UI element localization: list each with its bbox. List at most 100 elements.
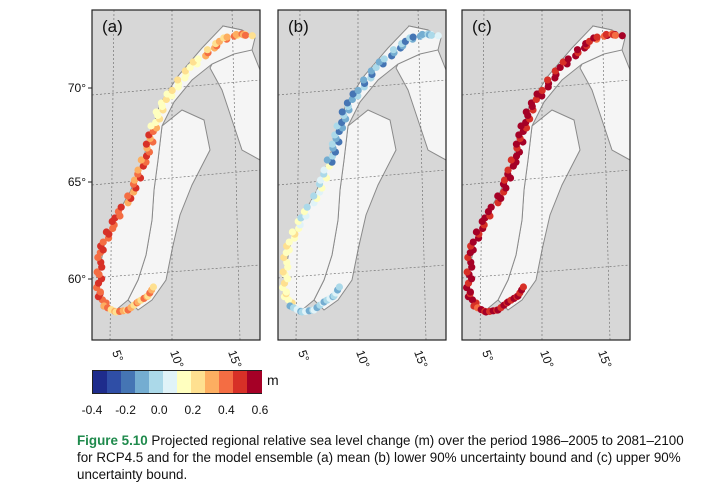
colorbar-segment xyxy=(93,371,108,393)
graticule-lat xyxy=(278,264,446,279)
colorbar-tick-label: 0.0 xyxy=(150,403,168,417)
colorbar-segment xyxy=(177,371,192,393)
graticule-lon xyxy=(295,10,301,340)
lon-label: 5° xyxy=(295,348,312,364)
coastal-point xyxy=(152,124,161,132)
colorbar-segment xyxy=(121,371,136,393)
coastal-point xyxy=(512,140,521,148)
coastal-point xyxy=(124,192,132,200)
coastal-point xyxy=(556,63,564,72)
coastal-point xyxy=(163,90,171,98)
lon-label: 10° xyxy=(537,348,556,370)
coastal-point xyxy=(328,140,337,148)
panel-frame xyxy=(277,9,447,341)
graticule-lon xyxy=(109,10,115,340)
coastal-point xyxy=(310,192,318,200)
colorbar-tick-label: 0.2 xyxy=(184,403,202,417)
coastal-point xyxy=(500,176,509,184)
coastal-point xyxy=(323,156,331,164)
lat-label: 70° xyxy=(68,81,86,95)
colorbar-tick-label: -0.4 xyxy=(81,403,103,417)
coastal-point xyxy=(316,176,325,184)
coastal-point xyxy=(573,46,582,54)
coastal-point xyxy=(427,31,436,39)
coastal-point xyxy=(149,283,157,291)
lon-label: 10° xyxy=(167,348,186,370)
coastal-point xyxy=(99,238,107,246)
coastal-point xyxy=(602,30,610,39)
coastal-point xyxy=(232,30,240,39)
colorbar-segment xyxy=(233,371,248,393)
panel-label: (b) xyxy=(288,17,309,36)
coastal-point xyxy=(279,268,287,276)
coastal-point xyxy=(134,166,142,174)
lat-label: 60° xyxy=(68,272,86,286)
colorbar-segment xyxy=(149,371,164,393)
coastal-point xyxy=(303,203,311,211)
coastal-point xyxy=(338,124,347,132)
coastal-point xyxy=(288,228,296,236)
coastal-point xyxy=(349,90,357,98)
panel-label: (a) xyxy=(102,17,123,36)
coastal-point xyxy=(472,228,480,236)
coastal-point xyxy=(152,108,160,116)
coastal-point xyxy=(418,30,426,39)
coastal-point xyxy=(142,140,151,148)
graticule-lat xyxy=(92,169,260,186)
colorbar-segment xyxy=(247,371,262,393)
colorbar xyxy=(92,370,262,394)
lon-label: 15° xyxy=(225,348,244,370)
panel-label: (c) xyxy=(472,17,492,36)
coastal-point xyxy=(93,268,101,276)
lon-label: 5° xyxy=(109,348,126,364)
map-panel-1: (a) xyxy=(91,9,261,341)
coastal-point xyxy=(494,192,502,200)
coastal-point xyxy=(487,203,495,211)
coastal-point xyxy=(168,86,176,95)
colorbar-tick-label: 0.4 xyxy=(218,403,235,417)
coastal-point xyxy=(186,63,194,72)
lon-label: 15° xyxy=(411,348,430,370)
lon-label: 10° xyxy=(353,348,372,370)
coastal-point xyxy=(162,95,170,104)
coastal-point xyxy=(522,108,530,116)
coastal-point xyxy=(380,55,388,63)
coastal-point xyxy=(360,76,368,84)
coastal-point xyxy=(611,31,620,39)
colorbar-segment xyxy=(191,371,206,393)
graticule-lat xyxy=(462,169,630,186)
lon-label: 5° xyxy=(479,348,496,364)
map-panel-3: (c) xyxy=(461,9,631,341)
coastal-point xyxy=(409,33,417,41)
coastal-point xyxy=(372,63,380,72)
coastal-point xyxy=(102,228,110,236)
coastal-point xyxy=(532,95,540,104)
coastal-point xyxy=(335,283,343,291)
figure-caption: Figure 5.10 Projected regional relative … xyxy=(77,432,697,483)
coastal-point xyxy=(137,156,145,164)
panel-frame xyxy=(461,9,631,341)
colorbar-segment xyxy=(205,371,220,393)
coastal-point xyxy=(564,55,572,63)
coastal-point xyxy=(522,124,531,132)
colorbar-segment xyxy=(107,371,122,393)
coastal-point xyxy=(593,33,601,41)
graticule-lon xyxy=(601,10,611,340)
colorbar-segment xyxy=(219,371,234,393)
coastal-point xyxy=(130,176,139,184)
coastal-point xyxy=(463,268,471,276)
coastal-point xyxy=(285,238,293,246)
coastal-point xyxy=(338,108,346,116)
coastal-point xyxy=(507,156,515,164)
coastal-point xyxy=(354,86,362,95)
coastal-point xyxy=(389,46,398,54)
coastal-point xyxy=(544,76,552,84)
lat-label: 65° xyxy=(68,175,86,189)
coastal-point xyxy=(117,203,125,211)
graticule-lat xyxy=(462,264,630,279)
graticule-lon xyxy=(417,10,427,340)
coastal-point xyxy=(174,76,182,84)
caption-text: Projected regional relative sea level ch… xyxy=(77,433,684,482)
coastal-point xyxy=(248,32,256,40)
coastal-point xyxy=(320,166,328,174)
